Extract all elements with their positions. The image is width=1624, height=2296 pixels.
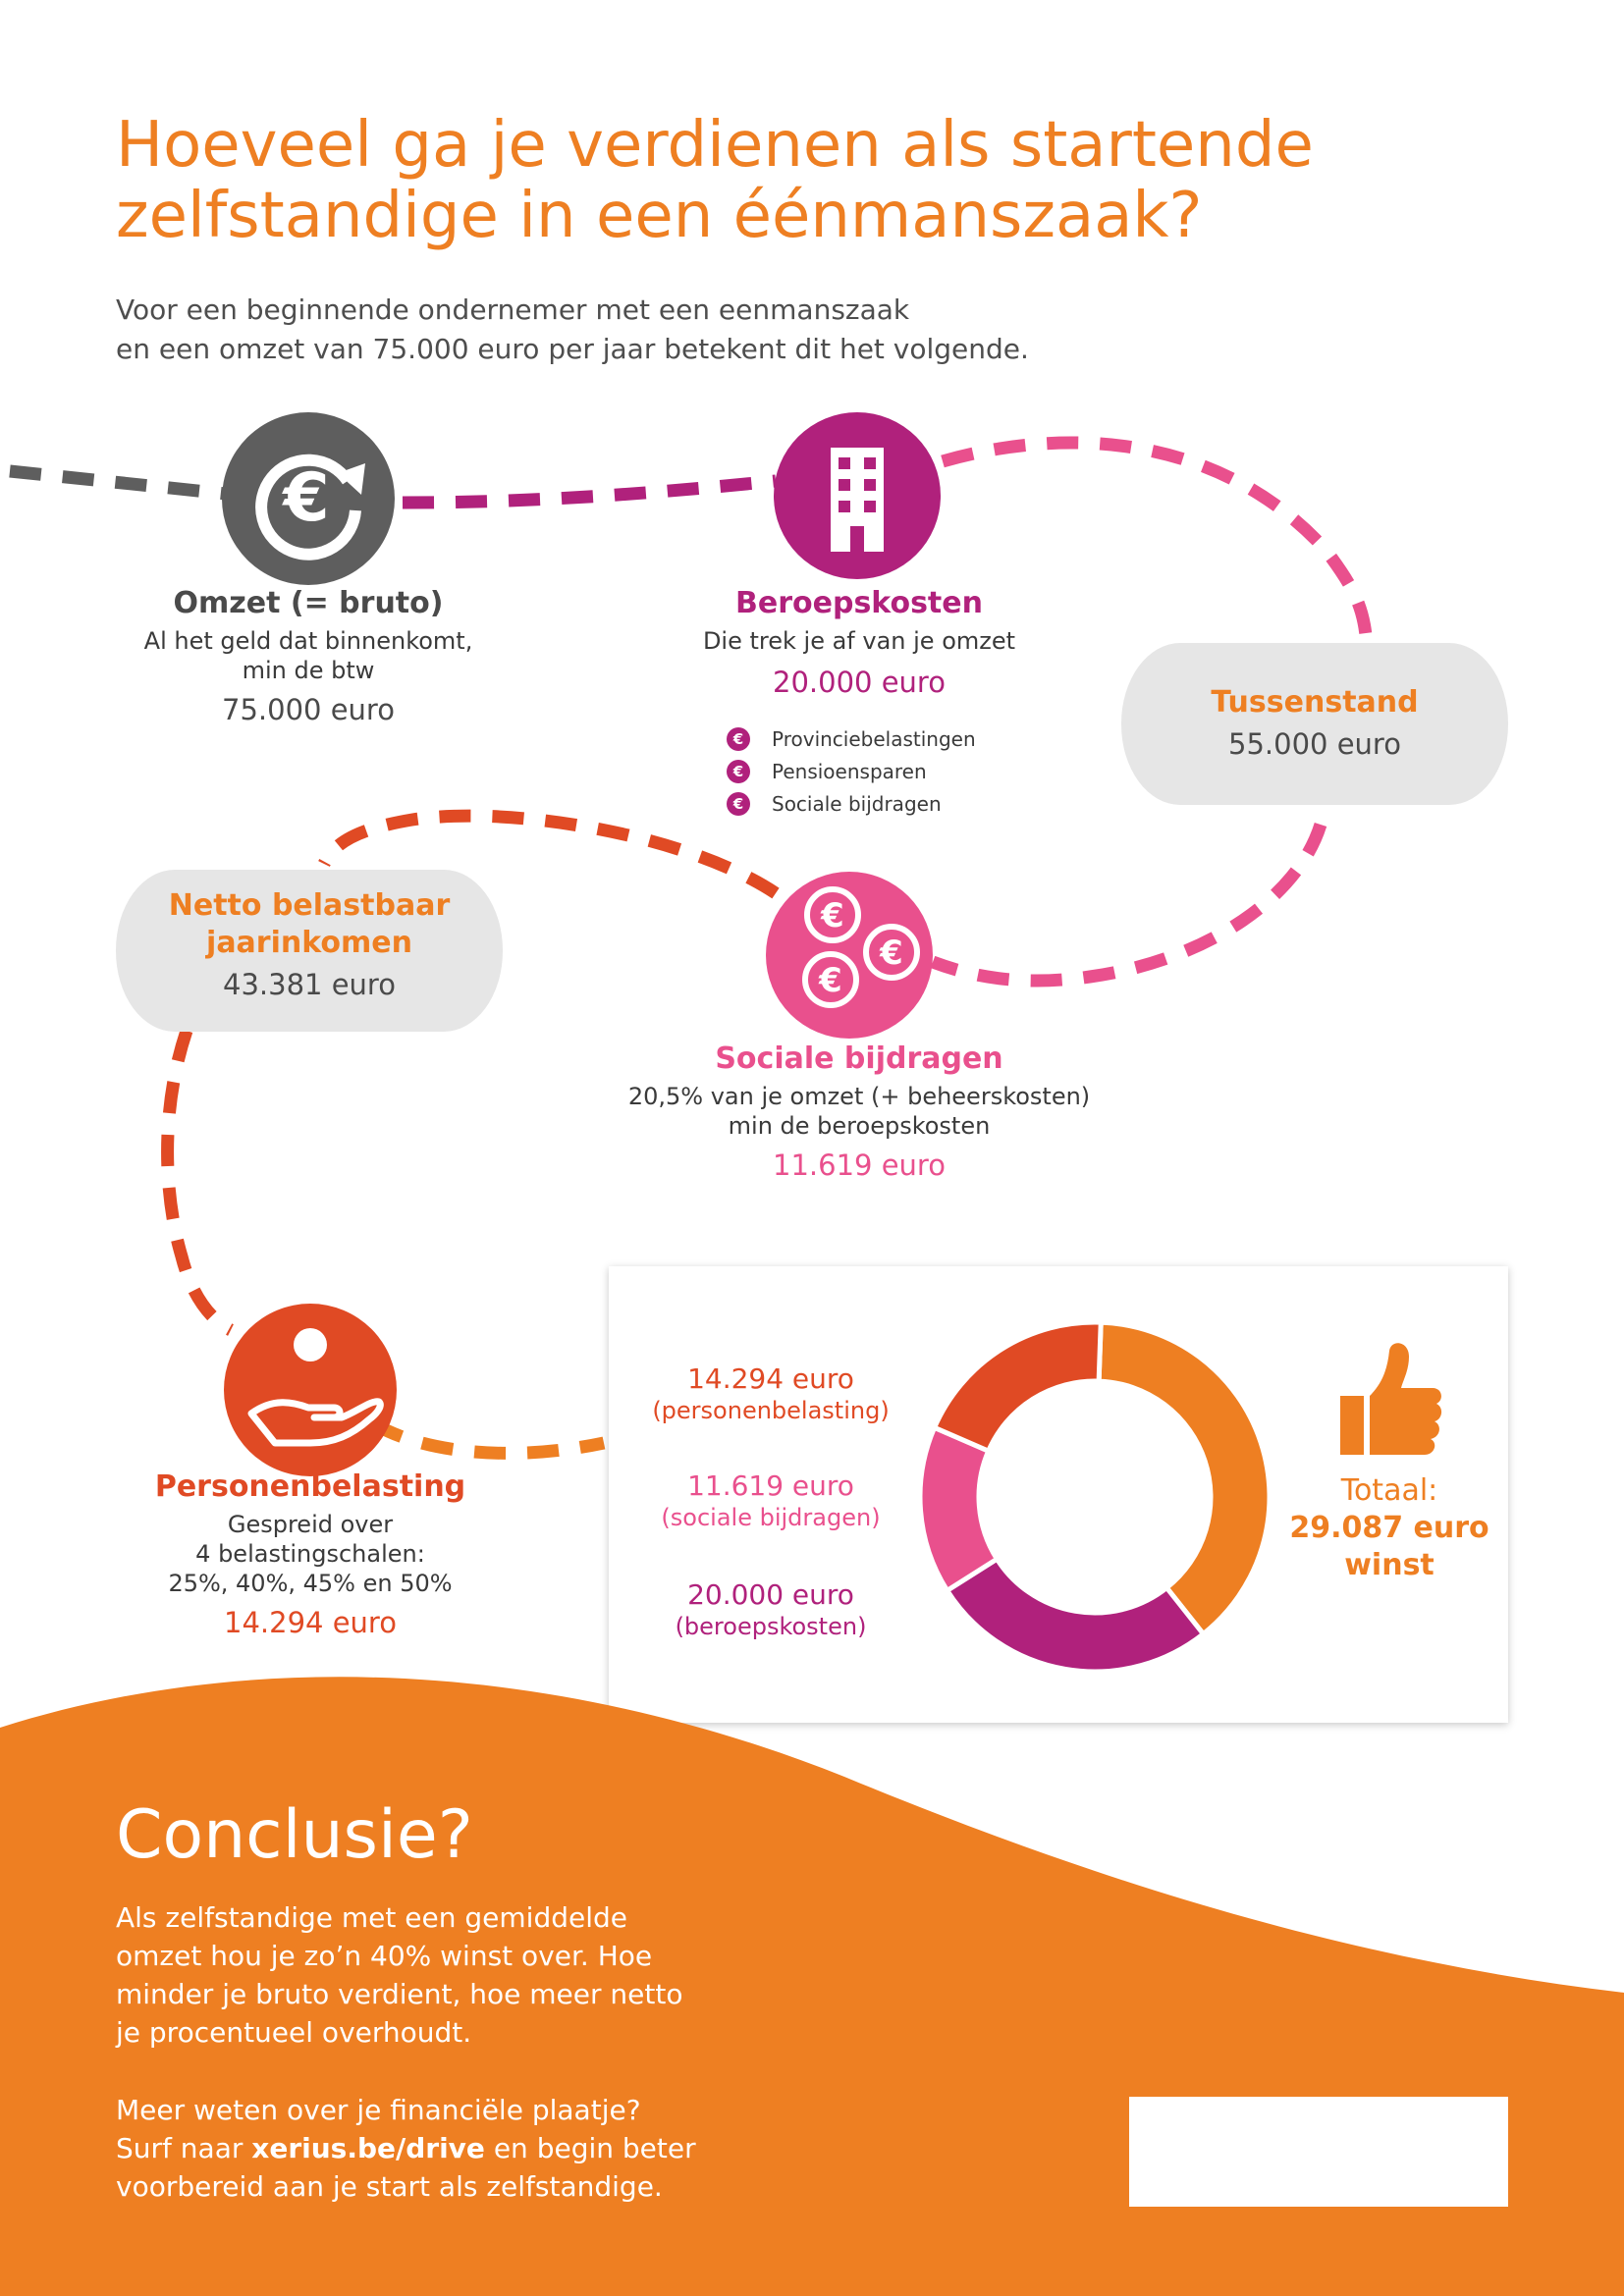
svg-text:€: € — [879, 934, 903, 973]
page-title-line-2: zelfstandige in een éénmanszaak? — [116, 180, 1203, 252]
legend-sociale-bijdragen: 11.619 euro (sociale bijdragen) — [628, 1469, 913, 1532]
legend-name: (sociale bijdragen) — [661, 1504, 881, 1531]
donut-slice-beroepskosten — [944, 1555, 1208, 1675]
more-line-2: Surf naar xerius.be/drive en begin beter — [116, 2129, 823, 2167]
intro-text: Voor een beginnende ondernemer met een e… — [116, 291, 1196, 369]
office-building-icon — [774, 412, 941, 579]
list-item: € Sociale bijdragen — [727, 787, 976, 820]
donut-slice-winst — [1096, 1319, 1272, 1638]
list-item-label: Sociale bijdragen — [772, 791, 942, 816]
donut-slice-personenbelasting — [931, 1319, 1104, 1455]
euro-bullet-icon: € — [727, 726, 750, 751]
beroepskosten-desc: Die trek je af van je omzet — [702, 627, 1016, 655]
conclusion-line-1: Als zelfstandige met een gemiddelde — [116, 1901, 627, 1934]
conclusion-line-3: minder je bruto verdient, hoe meer netto — [116, 1978, 683, 2010]
flow-path — [9, 436, 1374, 1460]
personen-desc-line-3: 25%, 40%, 45% en 50% — [168, 1570, 453, 1597]
hand-person-icon — [224, 1304, 397, 1476]
tussenstand-panel: Tussenstand 55.000 euro — [1121, 643, 1508, 805]
more-suffix: en begin beter — [484, 2132, 696, 2164]
netto-title-line-1: Netto belastbaar — [168, 888, 451, 923]
netto-panel: Netto belastbaar jaarinkomen 43.381 euro — [116, 870, 503, 1032]
beroepskosten-list: € Provinciebelastingen € Pensioensparen € S… — [727, 722, 976, 820]
conclusion-line-4: je procentueel overhoudt. — [116, 2016, 472, 2049]
omzet-desc-line-2: min de btw — [242, 657, 375, 684]
total-value-line-1: 29.087 euro — [1289, 1511, 1489, 1545]
intro-line-1: Voor een beginnende ondernemer met een e… — [116, 294, 910, 326]
legend-amount: 11.619 euro — [687, 1469, 854, 1502]
more-info-text: Meer weten over je financiële plaatje? S… — [116, 2091, 823, 2206]
euro-bullet-icon: € — [727, 759, 750, 783]
beroepskosten-title: Beroepskosten — [735, 586, 983, 620]
tussenstand-amount: 55.000 euro — [1228, 727, 1401, 761]
list-item: € Provinciebelastingen — [727, 722, 976, 755]
sociale-block: Sociale bijdragen 20,5% van je omzet (+ … — [589, 1041, 1129, 1184]
svg-text:€: € — [281, 459, 329, 537]
personen-title: Personenbelasting — [154, 1469, 466, 1504]
conclusion-title: Conclusie? — [116, 1796, 473, 1874]
page-title-line-1: Hoeveel ga je verdienen als startende — [116, 109, 1314, 182]
list-item: € Pensioensparen — [727, 755, 976, 787]
netto-title-line-2: jaarinkomen — [206, 926, 412, 960]
sociale-title: Sociale bijdragen — [715, 1041, 1003, 1076]
logo-placeholder — [1129, 2097, 1508, 2207]
legend-amount: 20.000 euro — [687, 1578, 854, 1611]
netto-amount: 43.381 euro — [223, 968, 396, 1001]
sociale-amount: 11.619 euro — [773, 1148, 946, 1182]
legend-personenbelasting: 14.294 euro (personenbelasting) — [628, 1362, 913, 1425]
beroepskosten-block: Beroepskosten Die trek je af van je omze… — [643, 585, 1075, 701]
thumbs-up-icon — [1330, 1335, 1448, 1463]
euro-bullet-icon: € — [727, 791, 750, 816]
omzet-block: Omzet (= bruto) Al het geld dat binnenko… — [92, 585, 524, 728]
donut-chart — [917, 1319, 1272, 1675]
legend-name: (personenbelasting) — [652, 1397, 890, 1424]
total-block: Totaal: 29.087 euro winst — [1286, 1472, 1492, 1584]
omzet-amount: 75.000 euro — [222, 693, 395, 726]
total-value-line-2: winst — [1344, 1548, 1435, 1582]
personen-desc-line-1: Gespreid over — [227, 1511, 394, 1538]
beroepskosten-amount: 20.000 euro — [773, 666, 946, 699]
sociale-desc-line-1: 20,5% van je omzet (+ beheerskosten) — [627, 1083, 1091, 1110]
total-label: Totaal: — [1340, 1473, 1438, 1508]
page-title: Hoeveel ga je verdienen als startende ze… — [116, 110, 1540, 251]
more-line-1: Meer weten over je financiële plaatje? — [116, 2094, 641, 2126]
personen-amount: 14.294 euro — [224, 1606, 397, 1639]
euro-coins-icon: € € € — [766, 872, 933, 1039]
intro-line-2: en een omzet van 75.000 euro per jaar be… — [116, 333, 1029, 365]
personen-block: Personenbelasting Gespreid over 4 belast… — [94, 1468, 526, 1641]
tussenstand-title: Tussenstand — [1211, 685, 1419, 720]
xerius-link[interactable]: xerius.be/drive — [251, 2132, 485, 2164]
omzet-title: Omzet (= bruto) — [173, 586, 444, 620]
more-line-3: voorbereid aan je start als zelfstandige… — [116, 2170, 663, 2203]
personen-desc-line-2: 4 belastingschalen: — [195, 1540, 425, 1568]
sociale-desc-line-2: min de beroepskosten — [728, 1112, 991, 1140]
list-item-label: Provinciebelastingen — [772, 726, 976, 751]
svg-text:€: € — [818, 961, 842, 1000]
list-item-label: Pensioensparen — [772, 759, 927, 783]
legend-name: (beroepskosten) — [675, 1613, 867, 1640]
conclusion-text: Als zelfstandige met een gemiddelde omze… — [116, 1898, 823, 2052]
chart-box: 14.294 euro (personenbelasting) 11.619 e… — [609, 1266, 1508, 1723]
more-prefix: Surf naar — [116, 2132, 252, 2164]
svg-text:€: € — [820, 896, 844, 935]
euro-cycle-icon: € — [222, 412, 395, 585]
legend-amount: 14.294 euro — [687, 1362, 854, 1395]
legend-beroepskosten: 20.000 euro (beroepskosten) — [628, 1578, 913, 1641]
conclusion-line-2: omzet hou je zo’n 40% winst over. Hoe — [116, 1940, 653, 1972]
omzet-desc-line-1: Al het geld dat binnenkomt, — [143, 627, 473, 655]
